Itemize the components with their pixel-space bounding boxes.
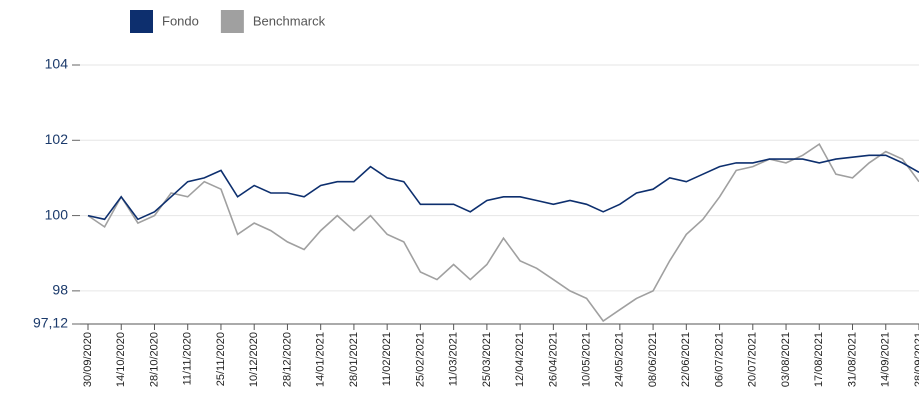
legend-swatch — [220, 10, 244, 33]
x-tick-label: 14/01/2021 — [315, 332, 327, 387]
x-tick-label: 14/09/2021 — [880, 332, 892, 387]
x-tick-label: 20/07/2021 — [747, 332, 759, 387]
x-tick-label: 06/07/2021 — [713, 332, 725, 387]
y-tick-label: 102 — [45, 131, 69, 147]
x-tick-label: 30/09/2020 — [82, 332, 94, 387]
x-tick-label: 28/10/2020 — [148, 332, 160, 387]
y-tick-label: 97,12 — [33, 315, 68, 331]
x-tick-label: 25/02/2021 — [414, 332, 426, 387]
x-tick-label: 11/02/2021 — [381, 332, 393, 386]
legend-label: Benchmarck — [253, 13, 326, 28]
x-tick-label: 25/03/2021 — [481, 332, 493, 387]
x-tick-label: 10/05/2021 — [581, 332, 593, 387]
y-tick-label: 100 — [45, 206, 69, 222]
x-tick-label: 26/04/2021 — [547, 332, 559, 387]
x-tick-label: 31/08/2021 — [846, 332, 858, 387]
x-tick-label: 28/01/2021 — [348, 332, 360, 387]
x-tick-label: 03/08/2021 — [780, 332, 792, 387]
x-tick-label: 28/09/2021 — [913, 332, 919, 387]
y-tick-label: 98 — [52, 282, 68, 298]
series-line — [87, 154, 919, 221]
x-tick-label: 11/11/2020 — [182, 332, 194, 385]
x-tick-label: 22/06/2021 — [680, 332, 692, 387]
x-tick-label: 11/03/2021 — [448, 332, 460, 386]
x-tick-label: 12/04/2021 — [514, 332, 526, 387]
x-tick-label: 28/12/2020 — [281, 332, 293, 387]
x-tick-label: 17/08/2021 — [813, 332, 825, 387]
x-tick-label: 14/10/2020 — [115, 332, 127, 387]
y-tick-label: 104 — [45, 56, 69, 72]
legend-swatch — [130, 10, 153, 33]
x-tick-label: 25/11/2020 — [215, 332, 227, 386]
x-tick-label: 08/06/2021 — [647, 332, 659, 387]
x-tick-label: 24/05/2021 — [614, 332, 626, 387]
series-line — [87, 142, 919, 323]
x-tick-label: 10/12/2020 — [248, 332, 260, 387]
legend-label: Fondo — [162, 13, 199, 28]
